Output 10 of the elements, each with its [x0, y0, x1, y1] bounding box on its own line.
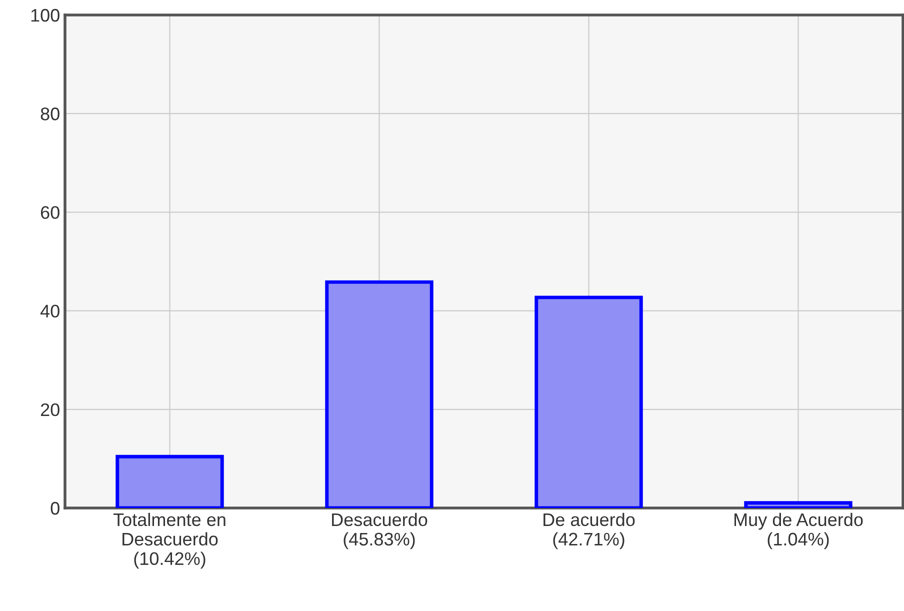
- y-tick-label: 0: [50, 502, 60, 515]
- y-tick-label: 100: [31, 8, 60, 22]
- y-tick-label: 80: [40, 108, 60, 120]
- x-tick-label: Totalmente en Desacuerdo (10.42%): [113, 512, 226, 569]
- x-tick-label: De acuerdo (42.71%): [544, 512, 635, 550]
- y-tick-label: 60: [40, 206, 60, 219]
- y-tick-label: 40: [40, 304, 60, 318]
- x-tick-label: Muy de Acuerdo (1.04%): [734, 512, 863, 550]
- x-tick-label: Desacuerdo (45.83%): [332, 512, 428, 550]
- y-tick-label: 20: [40, 403, 60, 416]
